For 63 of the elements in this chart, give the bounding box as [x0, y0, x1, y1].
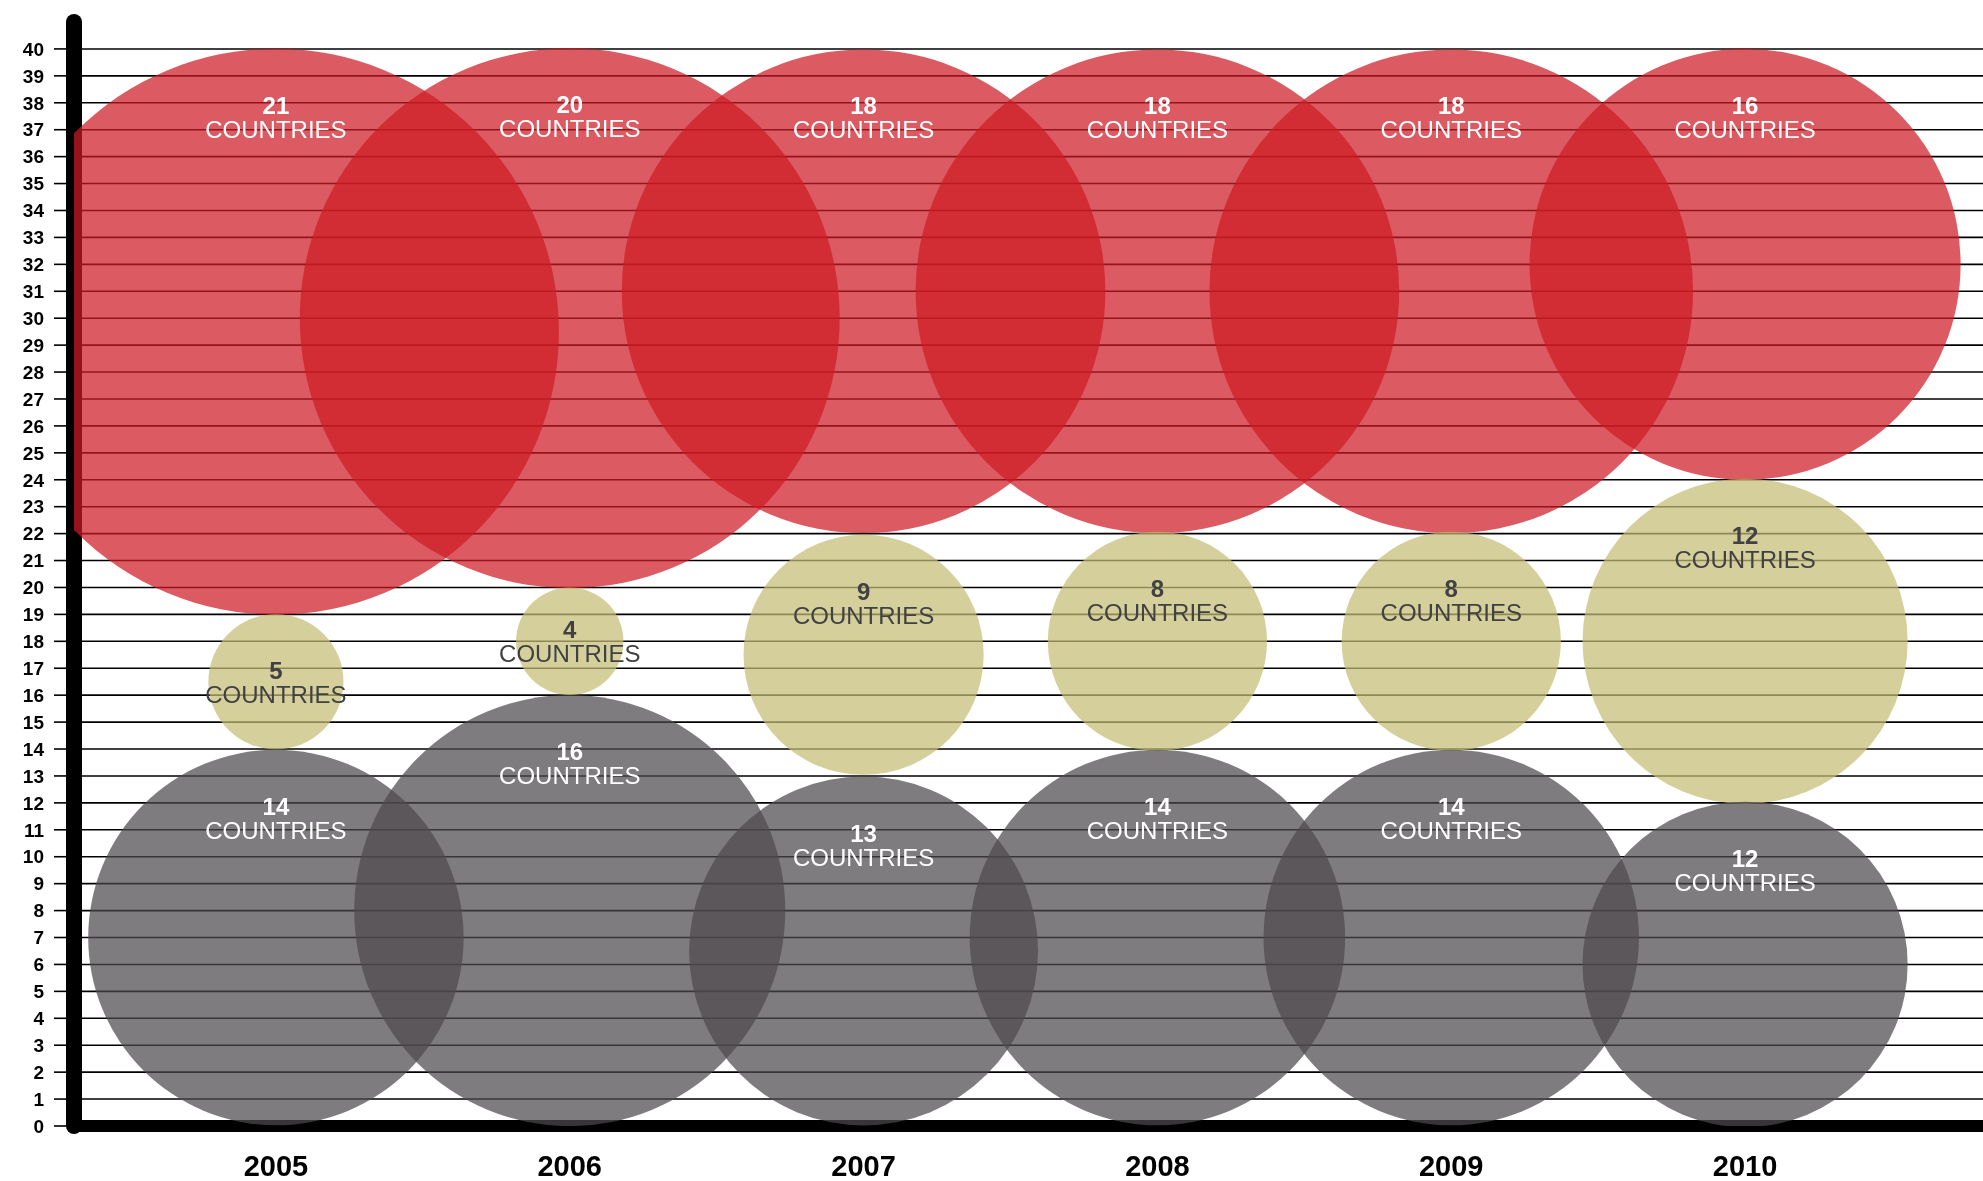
- y-tick-label: 2: [33, 1061, 44, 1083]
- y-tick-label: 29: [22, 334, 44, 356]
- annotation: 14 COUNTRIES: [1086, 792, 1229, 844]
- y-tick-label: 18: [22, 631, 44, 653]
- y-tick-label: 26: [22, 415, 44, 437]
- y-tick-label: 21: [22, 550, 45, 572]
- y-tick-label: 25: [22, 442, 45, 464]
- x-tick-label: 2010: [1712, 1149, 1778, 1181]
- y-tick-label: 1: [33, 1088, 45, 1110]
- annotation: 18 COUNTRIES: [1086, 91, 1229, 143]
- y-tick-label: 34: [22, 200, 45, 222]
- y-tick-label: 38: [22, 92, 44, 114]
- y-tick-label: 7: [33, 927, 44, 949]
- y-tick-label: 12: [22, 792, 44, 814]
- y-tick-label: 30: [22, 307, 44, 329]
- annotation: 18 COUNTRIES: [792, 91, 935, 143]
- y-tick-label: 10: [22, 846, 44, 868]
- y-tick-label: 37: [22, 119, 44, 141]
- annotation: 8 COUNTRIES: [1086, 574, 1229, 626]
- y-tick-label: 28: [22, 361, 44, 383]
- y-tick-label: 22: [22, 523, 44, 545]
- y-tick-label: 19: [22, 604, 44, 626]
- y-tick-label: 8: [33, 900, 44, 922]
- y-tick-label: 5: [33, 981, 45, 1003]
- annotation: 18 COUNTRIES: [1380, 91, 1522, 143]
- x-tick-label: 2007: [831, 1149, 896, 1181]
- y-tick-label: 23: [22, 496, 44, 518]
- annotation: 20 COUNTRIES: [499, 90, 641, 142]
- y-tick-label: 32: [22, 254, 44, 276]
- x-tick-label: 2006: [537, 1149, 603, 1181]
- x-tick-label: 2005: [243, 1149, 309, 1181]
- y-tick-label: 17: [22, 657, 44, 679]
- y-tick-label: 27: [22, 388, 44, 410]
- annotation: 14 COUNTRIES: [205, 792, 347, 844]
- annotation: 21 COUNTRIES: [205, 91, 347, 143]
- y-tick-label: 11: [23, 819, 45, 841]
- y-tick-label: 3: [33, 1034, 44, 1056]
- annotation: 12 COUNTRIES: [1674, 844, 1816, 896]
- annotation: 14 COUNTRIES: [1380, 792, 1522, 844]
- y-tick-label: 14: [22, 738, 45, 760]
- annotation: 16 COUNTRIES: [1674, 91, 1816, 143]
- y-tick-label: 39: [22, 65, 44, 87]
- y-tick-label: 0: [33, 1115, 44, 1137]
- annotation: 8 COUNTRIES: [1380, 574, 1522, 626]
- y-tick-label: 36: [22, 146, 44, 168]
- y-tick-label: 4: [33, 1008, 45, 1030]
- y-tick-label: 9: [33, 873, 44, 895]
- annotation: 16 COUNTRIES: [499, 737, 641, 789]
- y-tick-label: 20: [22, 577, 44, 599]
- annotation: 12 COUNTRIES: [1674, 521, 1816, 573]
- y-tick-label: 16: [22, 684, 44, 706]
- y-tick-label: 31: [22, 281, 45, 303]
- y-tick-label: 13: [22, 765, 44, 787]
- annotation: 9 COUNTRIES: [792, 577, 935, 629]
- annotation: 13 COUNTRIES: [792, 819, 935, 871]
- x-tick-label: 2008: [1125, 1149, 1190, 1181]
- y-tick-label: 15: [22, 711, 45, 733]
- y-tick-label: 6: [33, 954, 44, 976]
- x-tick-label: 2009: [1418, 1149, 1484, 1181]
- y-tick-label: 24: [22, 469, 45, 491]
- y-tick-label: 35: [22, 173, 45, 195]
- y-tick-label: 33: [22, 227, 44, 249]
- y-tick-label: 40: [22, 38, 44, 60]
